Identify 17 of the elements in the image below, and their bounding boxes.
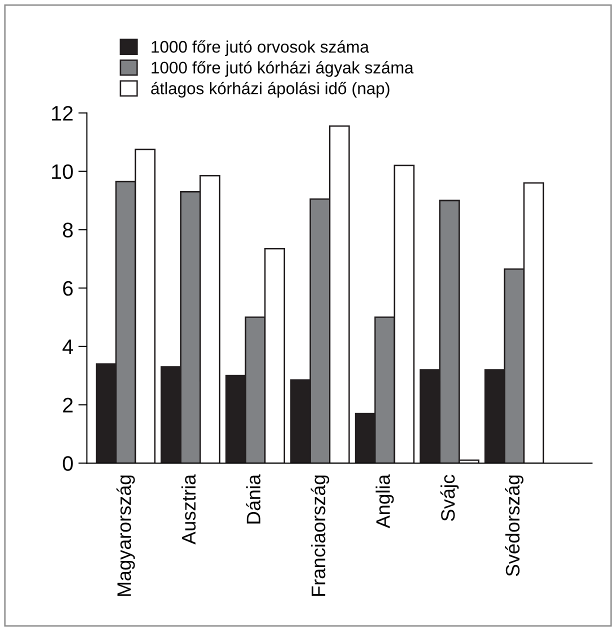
legend-label: 1000 főre jutó orvosok száma [152, 40, 370, 56]
x-tick-label: Svájc [440, 474, 459, 521]
legend-label: átlagos kórházi ápolási idő (nap) [151, 82, 390, 98]
y-tick-label: 0 [62, 456, 73, 471]
x-tick-label: Ausztria [181, 474, 196, 544]
y-tick-label: 12 [52, 106, 73, 120]
x-tick-label: Svédország [505, 476, 524, 576]
y-tick-label: 4 [62, 340, 74, 354]
legend-label: 1000 főre jutó kórházi ágyak száma [152, 61, 414, 77]
x-tick-label: Magyarország [116, 476, 135, 596]
x-tick-label: Franciaország [310, 476, 330, 596]
y-tick-label: 8 [62, 222, 73, 238]
y-tick-label: 2 [63, 398, 73, 412]
y-tick-label: 10 [52, 164, 73, 180]
x-tick-label: Anglia [376, 474, 394, 528]
x-tick-label: Dánia [246, 474, 260, 524]
y-tick-label: 6 [63, 281, 73, 296]
